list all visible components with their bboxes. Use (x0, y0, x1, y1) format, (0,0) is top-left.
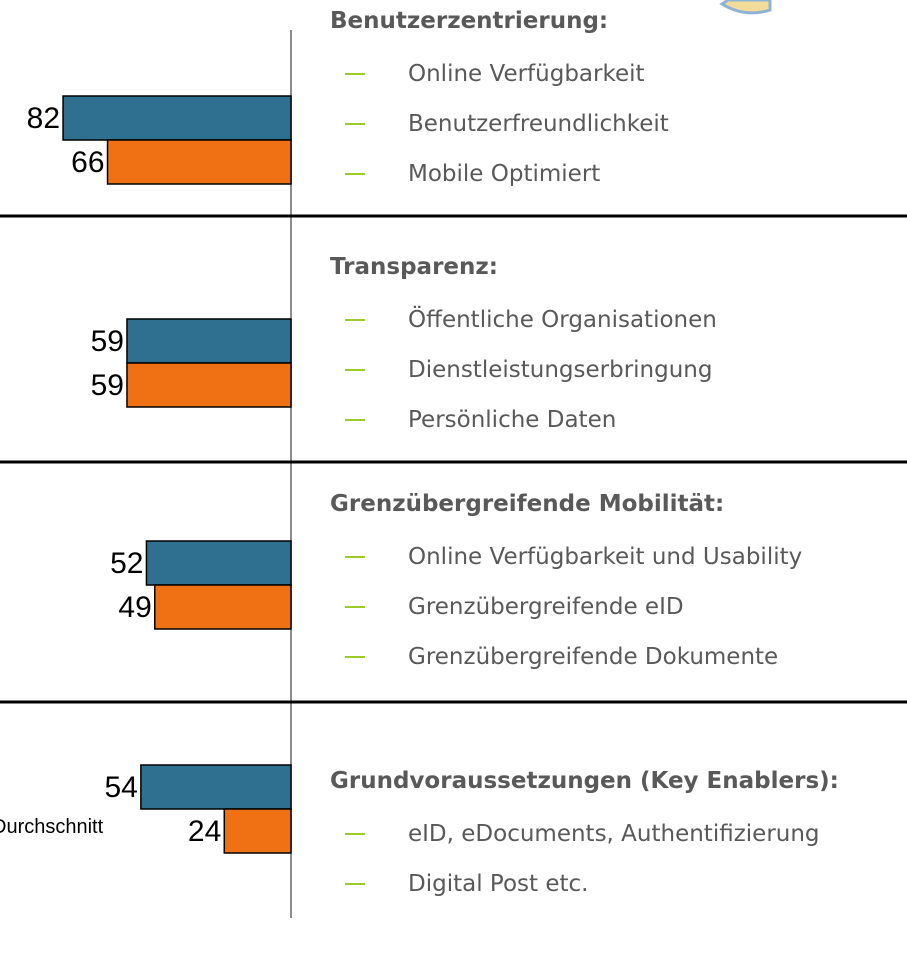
text-group: Transparenz: Öffentliche Organisationen Di… (330, 250, 900, 435)
bullet-item: Mobile Optimiert (345, 159, 878, 189)
bullet-item: Grenzübergreifende Dokumente (345, 642, 878, 672)
bar (145, 540, 292, 586)
value-label: 52 (110, 547, 143, 580)
bar (106, 139, 292, 185)
group-heading: Transparenz: (330, 254, 498, 280)
value-label: 24 (188, 815, 221, 848)
group-heading: Benutzerzentrierung: (330, 8, 609, 34)
logo (719, 0, 772, 15)
value-label: 54 (105, 771, 138, 804)
bullet-dash (345, 419, 365, 421)
bar (126, 318, 292, 364)
value-label: 66 (71, 146, 104, 179)
text-group: Grundvoraussetzungen (Key Enablers): eID,… (330, 764, 900, 899)
bar (126, 362, 292, 408)
bullet-dash (345, 123, 365, 125)
bullet-dash (345, 173, 365, 175)
bullet-item: Online Verfügbarkeit (345, 59, 878, 89)
legend-label: Durchschnitt (0, 816, 104, 838)
bar (140, 764, 292, 810)
group-heading: Grenzübergreifende Mobilität: (330, 491, 725, 517)
bullet-dash (345, 556, 365, 558)
group-heading: Grundvoraussetzungen (Key Enablers): (330, 768, 839, 794)
bullet-item: Benutzerfreundlichkeit (345, 109, 878, 139)
bullet-dash (345, 369, 365, 371)
bullet-dash (345, 319, 365, 321)
bar (223, 808, 292, 854)
value-label: 59 (91, 369, 124, 402)
bullet-item: Dienstleistungserbringung (345, 355, 878, 385)
bullet-dash (345, 606, 365, 608)
bullet-item: Online Verfügbarkeit und Usability (345, 542, 878, 572)
bullet-dash (345, 73, 365, 75)
text-group: Grenzübergreifende Mobilität: Online Verf… (330, 487, 900, 672)
bullet-item: Persönliche Daten (345, 405, 878, 435)
bullet-dash (345, 883, 365, 885)
bullet-item: Öffentliche Organisationen (345, 305, 878, 335)
bullet-dash (345, 833, 365, 835)
bar (154, 584, 292, 630)
bullet-item: Grenzübergreifende eID (345, 592, 878, 622)
value-label: 82 (27, 102, 60, 135)
bullet-item: Digital Post etc. (345, 869, 878, 899)
bullet-dash (345, 656, 365, 658)
text-group: Benutzerzentrierung: Online Verfügbarkeit… (330, 4, 900, 189)
value-label: 49 (118, 591, 151, 624)
value-label: 59 (91, 325, 124, 358)
bar (62, 95, 292, 141)
bullet-item: eID, eDocuments, Authentifizierung (345, 819, 878, 849)
